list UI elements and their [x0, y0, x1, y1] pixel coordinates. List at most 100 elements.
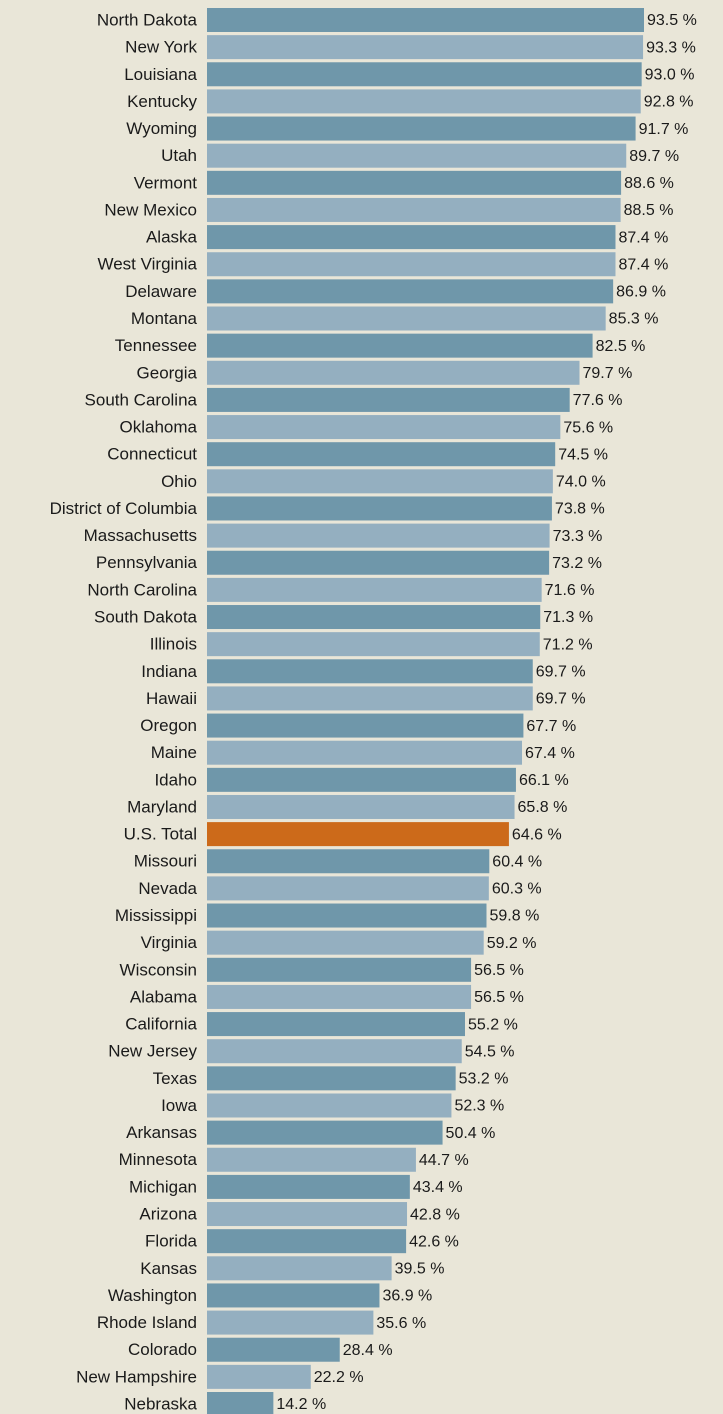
- bar: [207, 523, 550, 548]
- category-label: Hawaii: [146, 689, 197, 708]
- bar: [207, 659, 533, 684]
- category-label: Washington: [108, 1286, 197, 1305]
- bar: [207, 903, 487, 928]
- category-label: Arkansas: [126, 1123, 197, 1142]
- bar: [207, 360, 580, 385]
- category-label: Mississippi: [115, 906, 197, 925]
- value-label: 60.4 %: [492, 853, 542, 870]
- value-label: 93.3 %: [646, 39, 696, 56]
- value-label: 36.9 %: [382, 1288, 432, 1305]
- value-label: 74.5 %: [558, 446, 608, 463]
- value-label: 69.7 %: [536, 664, 586, 681]
- bar: [207, 1039, 462, 1064]
- value-label: 66.1 %: [519, 772, 569, 789]
- category-label: U.S. Total: [124, 825, 197, 844]
- category-label: Michigan: [129, 1177, 197, 1196]
- value-label: 65.8 %: [518, 799, 568, 816]
- bar: [207, 930, 484, 955]
- category-label: Minnesota: [119, 1150, 198, 1169]
- value-label: 91.7 %: [639, 121, 689, 138]
- category-label: Montana: [131, 309, 198, 328]
- value-label: 71.3 %: [543, 609, 593, 626]
- value-label: 82.5 %: [596, 338, 646, 355]
- bar: [207, 1364, 311, 1389]
- category-label: North Carolina: [87, 580, 197, 599]
- bar: [207, 279, 614, 304]
- value-label: 42.6 %: [409, 1233, 459, 1250]
- category-label: Oregon: [140, 716, 197, 735]
- category-label: Arizona: [139, 1205, 197, 1224]
- bar: [207, 849, 490, 874]
- value-label: 71.2 %: [543, 636, 593, 653]
- category-label: Georgia: [137, 363, 198, 382]
- category-label: Oklahoma: [120, 418, 198, 437]
- value-label: 50.4 %: [446, 1125, 496, 1142]
- value-label: 44.7 %: [419, 1152, 469, 1169]
- value-label: 69.7 %: [536, 691, 586, 708]
- value-label: 87.4 %: [618, 256, 668, 273]
- bar: [207, 197, 621, 222]
- bar: [207, 794, 515, 819]
- bar: [207, 740, 523, 765]
- category-label: Pennsylvania: [96, 553, 198, 572]
- bar: [207, 442, 556, 467]
- value-label: 28.4 %: [343, 1342, 393, 1359]
- bar: [207, 632, 540, 657]
- category-label: New Jersey: [108, 1042, 197, 1061]
- bar: [207, 1283, 380, 1308]
- value-label: 75.6 %: [563, 419, 613, 436]
- category-label: Colorado: [128, 1340, 197, 1359]
- category-label: Ohio: [161, 472, 197, 491]
- value-label: 71.6 %: [545, 582, 595, 599]
- category-label: Vermont: [134, 173, 198, 192]
- bar: [207, 1120, 443, 1145]
- bar: [207, 1229, 407, 1254]
- category-label: Delaware: [125, 282, 197, 301]
- category-label: Idaho: [154, 770, 197, 789]
- value-label: 88.5 %: [624, 202, 674, 219]
- bar: [207, 496, 552, 521]
- category-label: Rhode Island: [97, 1313, 197, 1332]
- bar: [207, 333, 593, 358]
- bar: [207, 143, 627, 168]
- value-label: 93.5 %: [647, 12, 697, 29]
- category-label: Alaska: [146, 228, 198, 247]
- category-label: Florida: [145, 1232, 198, 1251]
- bar: [207, 1066, 456, 1091]
- bar: [207, 89, 641, 114]
- bar: [207, 686, 533, 711]
- category-label: Kansas: [140, 1259, 197, 1278]
- bar: [207, 252, 616, 277]
- value-label: 52.3 %: [454, 1098, 504, 1115]
- value-label: 93.0 %: [645, 66, 695, 83]
- bar: [207, 415, 561, 440]
- value-label: 74.0 %: [556, 474, 606, 491]
- category-label: California: [125, 1015, 197, 1034]
- value-label: 86.9 %: [616, 284, 666, 301]
- value-label: 92.8 %: [644, 94, 694, 111]
- value-label: 53.2 %: [459, 1071, 509, 1088]
- value-label: 56.5 %: [474, 989, 524, 1006]
- bar: [207, 577, 542, 602]
- value-label: 88.6 %: [624, 175, 674, 192]
- bar: [207, 984, 472, 1009]
- bar: [207, 8, 644, 32]
- value-label: 54.5 %: [465, 1043, 515, 1060]
- bar: [207, 1147, 416, 1172]
- value-label: 73.8 %: [555, 501, 605, 518]
- bar: [207, 1093, 452, 1118]
- value-label: 79.7 %: [583, 365, 633, 382]
- bar: [207, 306, 606, 331]
- category-label: North Dakota: [97, 10, 198, 29]
- value-label: 39.5 %: [395, 1261, 445, 1278]
- bar: [207, 469, 553, 494]
- bar: [207, 1392, 274, 1414]
- bar: [207, 116, 636, 141]
- category-label: Indiana: [141, 662, 197, 681]
- bar: [207, 1337, 340, 1362]
- category-label: Missouri: [134, 852, 197, 871]
- value-label: 56.5 %: [474, 962, 524, 979]
- value-label: 67.4 %: [525, 745, 575, 762]
- value-label: 59.8 %: [489, 908, 539, 925]
